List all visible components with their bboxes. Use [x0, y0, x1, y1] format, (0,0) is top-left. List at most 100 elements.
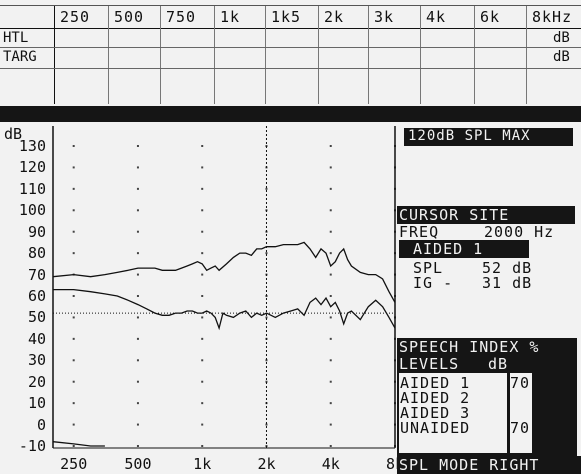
x-tick-label: 4k: [321, 455, 340, 473]
grid-dot: [201, 145, 204, 147]
y-tick-label: 90: [27, 222, 46, 241]
grid-dot: [201, 423, 204, 426]
grid-dot: [72, 337, 75, 340]
grid-dot: [329, 273, 332, 276]
frequency-column-line: [214, 6, 215, 104]
grid-dot: [136, 402, 139, 405]
frequency-column-line: [160, 6, 161, 104]
grid-dot: [136, 316, 139, 319]
grid-dot: [201, 295, 204, 297]
grid-dot: [265, 252, 268, 255]
grid-dot: [329, 209, 332, 212]
grid-dot: [329, 316, 332, 319]
series-line-0: [52, 241, 396, 303]
grid-dot: [136, 252, 139, 255]
frequency-header-5: 2k: [324, 8, 345, 26]
grid-dot: [265, 423, 268, 426]
grid-dot: [72, 316, 75, 319]
y-tick-label: 80: [27, 244, 46, 263]
levels-unit: dB: [488, 355, 509, 373]
ig-value: 31 dB: [482, 274, 533, 292]
grid-dot: [329, 423, 332, 426]
cursor-site-title: CURSOR SITE: [397, 206, 575, 224]
grid-dot: [329, 380, 332, 383]
level-name: AIDED 2: [400, 389, 471, 407]
y-tick-label: 100: [18, 201, 46, 220]
grid-dot: [329, 166, 332, 169]
grid-dot: [72, 230, 75, 233]
grid-dot: [265, 187, 268, 190]
grid-dot: [72, 187, 75, 190]
y-tick-label: 130: [18, 137, 46, 155]
frequency-header-1: 500: [114, 8, 145, 26]
y-tick-label: 0: [36, 415, 46, 434]
grid-dot: [329, 359, 332, 362]
aided-channel-badge: AIDED 1: [399, 240, 529, 258]
y-tick-label: 10: [27, 394, 46, 413]
targ-row-label: TARG: [3, 49, 37, 65]
grid-dot: [329, 402, 332, 405]
grid-dot: [201, 166, 204, 169]
grid-dot: [136, 423, 139, 426]
grid-dot: [136, 187, 139, 190]
frequency-header-2: 750: [166, 8, 197, 26]
frequency-column-line: [54, 6, 55, 104]
separator-bar: [0, 106, 581, 122]
ig-label: IG -: [413, 274, 454, 292]
htl-row-label: HTL: [3, 30, 29, 46]
grid-dot: [136, 209, 139, 212]
frequency-column-line: [474, 6, 475, 104]
y-tick-label: 50: [27, 308, 46, 327]
grid-dot: [265, 316, 268, 319]
grid-dot: [265, 380, 268, 383]
grid-dot: [136, 166, 139, 169]
grid-dot: [136, 145, 139, 147]
grid-dot: [72, 166, 75, 169]
grid-dot: [329, 187, 332, 190]
x-tick-label: 250: [60, 455, 88, 473]
grid-dot: [72, 402, 75, 405]
spl-mode-label: SPL MODE RIGHT: [397, 456, 581, 474]
series-line-1: [53, 288, 396, 331]
frequency-column-line: [526, 6, 527, 104]
grid-dot: [201, 252, 204, 255]
grid-dot: [136, 295, 139, 297]
y-axis-unit-label: dB: [4, 125, 23, 143]
grid-dot: [136, 380, 139, 383]
level-value: 70: [510, 374, 531, 392]
grid-dot: [201, 445, 204, 447]
grid-dot: [201, 187, 204, 190]
grid-dot: [201, 209, 204, 212]
spl-max-label: 120dB SPL MAX: [404, 128, 573, 146]
grid-dot: [201, 359, 204, 362]
frequency-header-9: 8kHz: [532, 8, 573, 26]
htl-row-line: [0, 47, 581, 48]
frequency-column-line: [265, 6, 266, 104]
frequency-column-line: [318, 6, 319, 104]
grid-dot: [201, 380, 204, 383]
grid-dot: [136, 337, 139, 340]
grid-dot: [201, 402, 204, 405]
targ-row-line: [0, 68, 581, 69]
grid-dot: [201, 273, 204, 276]
levels-label: LEVELS: [399, 355, 460, 373]
frequency-header-4: 1k5: [271, 8, 302, 26]
y-tick-label: 70: [27, 265, 46, 284]
series-line-2: [52, 441, 105, 447]
table-top-border: [0, 5, 581, 6]
y-tick-label: 20: [27, 372, 46, 391]
grid-dot: [72, 252, 75, 255]
spl-value: 52 dB: [482, 259, 533, 277]
grid-dot: [136, 359, 139, 362]
grid-dot: [201, 316, 204, 319]
grid-dot: [72, 380, 75, 383]
grid-dot: [72, 295, 75, 297]
grid-dot: [329, 295, 332, 297]
grid-dot: [72, 445, 75, 447]
frequency-column-line: [368, 6, 369, 104]
grid-dot: [329, 337, 332, 340]
x-tick-label: 500: [124, 455, 152, 473]
frequency-header-6: 3k: [374, 8, 395, 26]
grid-dot: [136, 273, 139, 276]
